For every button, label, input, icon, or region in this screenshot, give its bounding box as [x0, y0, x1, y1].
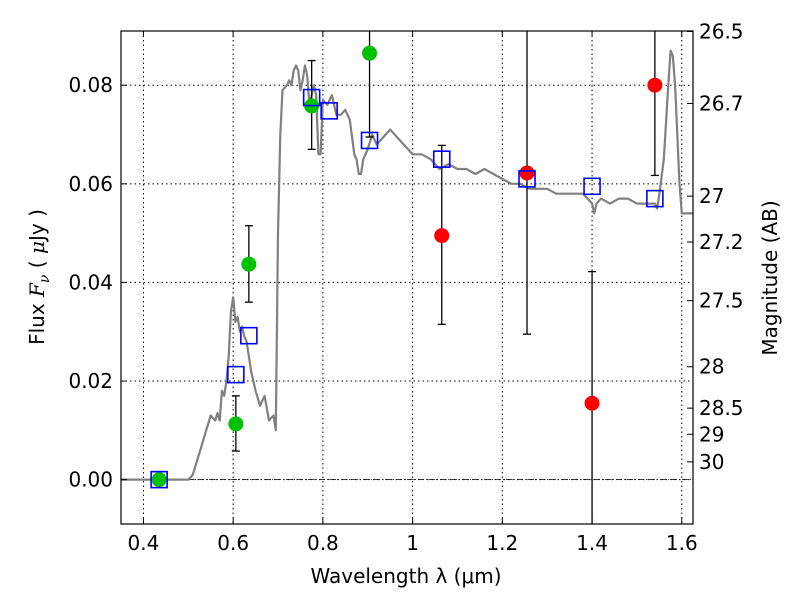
data-point: [151, 472, 167, 488]
y-axis-label-nu: ν: [37, 274, 53, 283]
y-axis-label: Flux Fν ( μJy ): [25, 209, 53, 345]
y-tick-label: 0.04: [68, 270, 113, 294]
data-point: [434, 228, 450, 244]
x-tick-label: 1: [406, 531, 419, 555]
model-point: [227, 365, 245, 384]
mag-tick-label: 30: [699, 450, 724, 474]
x-tick-label: 1.6: [666, 531, 698, 555]
x-tick-label: 0.8: [307, 531, 339, 555]
data-point: [241, 256, 257, 272]
model-point: [583, 177, 601, 196]
model-point: [432, 150, 451, 168]
y-axis-label-jy: Jy ): [25, 209, 49, 243]
mag-tick-label: 27.5: [699, 289, 744, 313]
y-tick-label: 0.02: [68, 369, 113, 393]
model-point: [646, 189, 664, 208]
data-point: [519, 165, 535, 181]
x-tick-label: 1.2: [486, 531, 518, 555]
data-point: [647, 77, 663, 93]
y-axis-label-mu: μ: [25, 241, 49, 254]
mag-tick-label: 27: [699, 184, 724, 208]
y-axis-label-flux: Flux: [25, 297, 49, 345]
y-axis-label-unit: (: [25, 254, 49, 275]
y-axis-label-fnu: F: [25, 282, 49, 298]
data-point: [584, 395, 600, 411]
mag-tick-label: 27.2: [699, 230, 744, 254]
mag-tick-label: 26.7: [699, 91, 744, 115]
mag-tick-label: 28: [699, 355, 724, 379]
series: [121, 31, 693, 524]
mag-tick-label: 28.5: [699, 396, 744, 420]
grid: [121, 31, 693, 524]
data-point: [362, 45, 378, 61]
y-tick-label: 0.00: [68, 468, 113, 492]
mag-tick-label: 26.5: [699, 19, 744, 43]
y-tick-label: 0.08: [68, 73, 113, 97]
plot-frame: [120, 30, 694, 525]
model-point: [150, 470, 168, 489]
model-point: [320, 102, 338, 120]
x-tick-label: 0.4: [128, 531, 160, 555]
x-tick-label: 0.6: [217, 531, 249, 555]
x-tick-label: 1.4: [576, 531, 608, 555]
model-point: [240, 326, 258, 345]
ticks: 0.4 0.6 0.8 1 1.2 1.4 1.6 0.00 0.02 0.04 0.06 0.08 2…: [68, 19, 743, 555]
model-point: [360, 131, 379, 150]
mag-tick-label: 29: [699, 422, 724, 446]
data-point: [228, 416, 244, 432]
y-tick-label: 0.06: [68, 172, 113, 196]
model-point: [302, 88, 321, 107]
right-axis-label: Magnitude (AB): [758, 200, 782, 355]
model-point: [518, 170, 536, 188]
x-axis-label: Wavelength λ (μm): [310, 564, 501, 588]
